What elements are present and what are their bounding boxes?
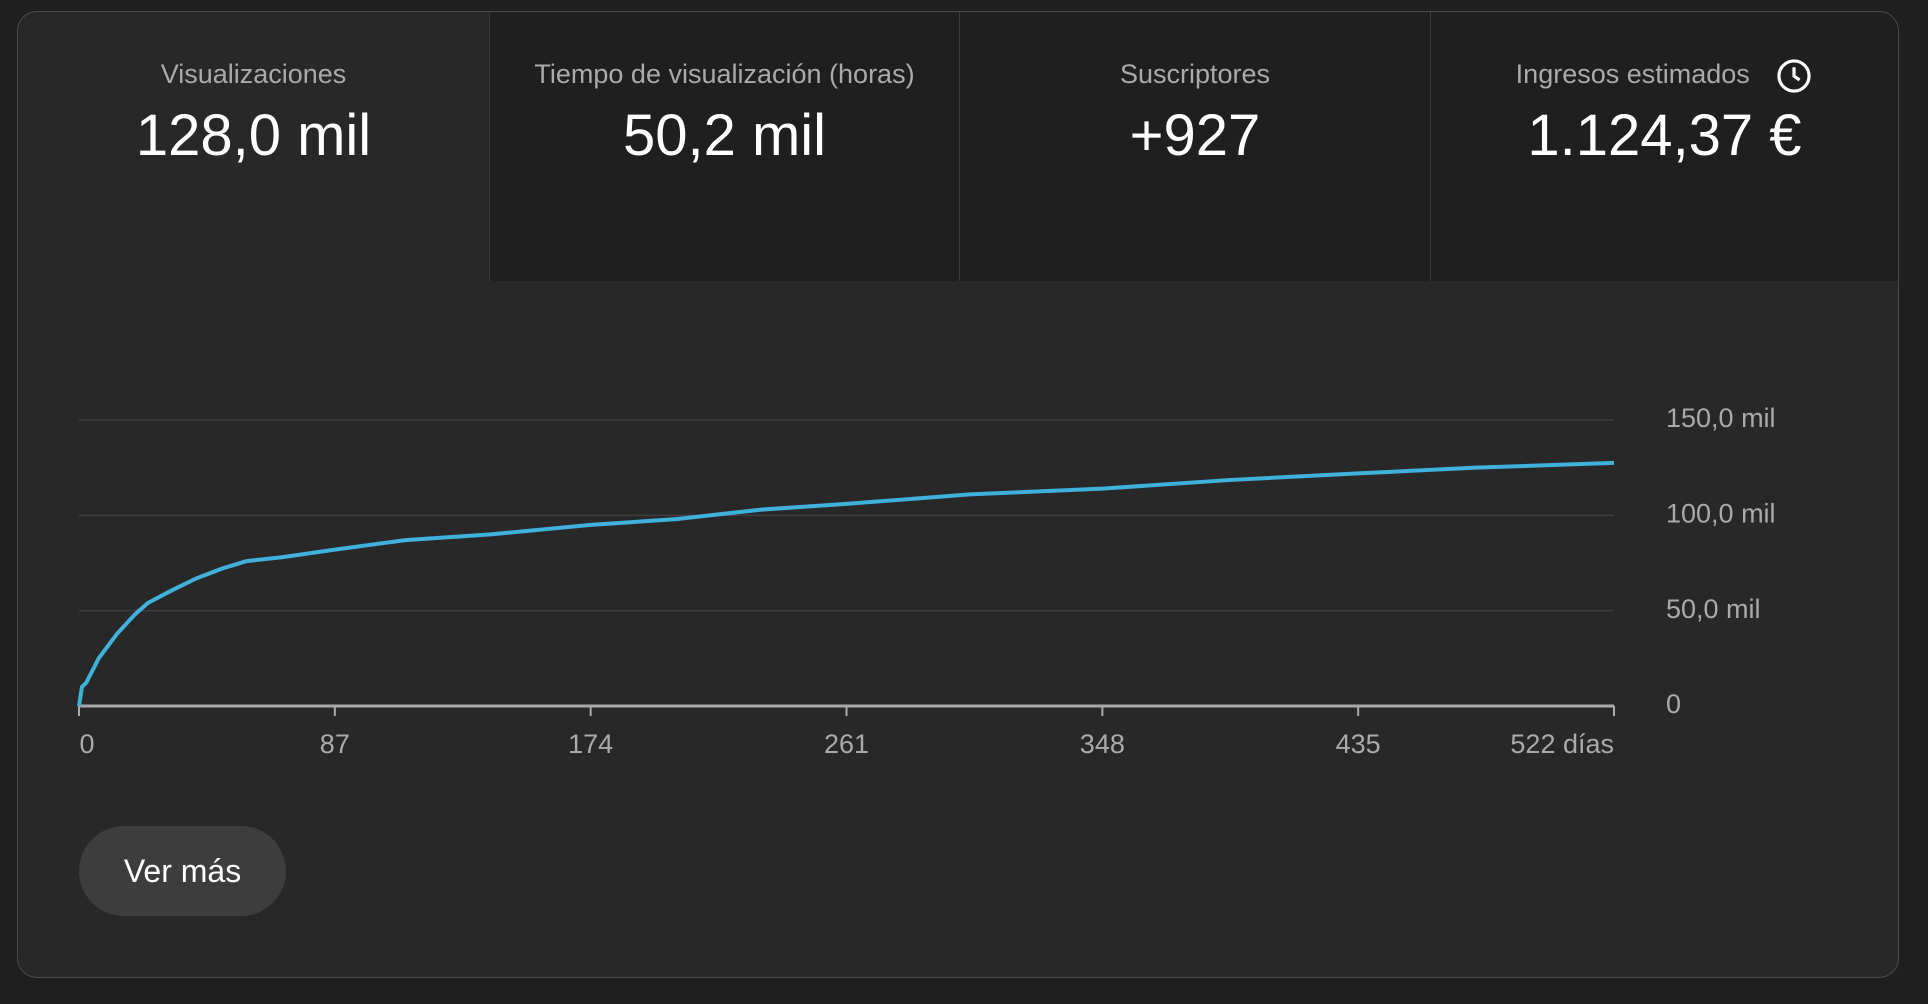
clock-icon[interactable] (1775, 57, 1813, 95)
tab-value: 128,0 mil (135, 103, 372, 168)
tab[interactable]: Suscriptores +927 (959, 12, 1430, 281)
tab-label: Ingresos estimados (1431, 56, 1898, 95)
x-tick-label: 435 (1336, 729, 1381, 759)
tab[interactable]: Visualizaciones 128,0 mil (18, 12, 489, 281)
tab-label-text: Ingresos estimados (1515, 59, 1750, 89)
tab-label: Visualizaciones (160, 59, 347, 89)
x-tick-label: 87 (320, 729, 350, 759)
x-tick-label: 0 (79, 729, 94, 759)
y-tick-label: 150,0 mil (1666, 403, 1776, 433)
y-tick-label: 0 (1666, 689, 1681, 719)
card: Visualizaciones 128,0 mil Tiempo de visu… (17, 11, 1899, 978)
x-tick-label: 348 (1080, 729, 1125, 759)
tab[interactable]: Tiempo de visualización (horas) 50,2 mil (489, 12, 959, 281)
x-tick-label: 261 (824, 729, 869, 759)
tab-label: Suscriptores (1119, 59, 1271, 89)
tab-value: 1.124,37 € (1527, 103, 1802, 168)
line-series (77, 460, 1615, 707)
tab[interactable]: Ingresos estimados 1.124,37 € (1430, 12, 1898, 281)
tab-value: 50,2 mil (622, 103, 827, 168)
tab-label: Tiempo de visualización (horas) (534, 59, 915, 89)
y-tick-label: 50,0 mil (1666, 594, 1761, 624)
x-tick-label: 522 días (1510, 729, 1614, 759)
x-tick-label: 174 (568, 729, 613, 759)
y-tick-label: 100,0 mil (1666, 498, 1776, 528)
tab-value: +927 (1129, 103, 1261, 168)
see-more-button[interactable]: Ver más (79, 826, 286, 916)
